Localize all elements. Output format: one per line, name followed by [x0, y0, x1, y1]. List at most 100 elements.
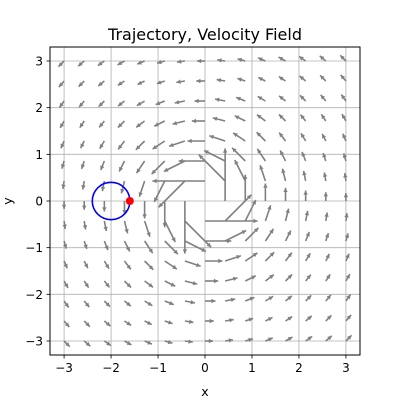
field-arrow-head	[280, 150, 285, 156]
field-arrow-head	[251, 275, 256, 280]
field-arrow-head	[340, 74, 346, 80]
field-arrow-head	[176, 59, 182, 64]
field-arrow	[83, 340, 91, 347]
field-arrow-head	[301, 133, 306, 138]
field-arrow	[99, 140, 106, 150]
field-arrow	[99, 160, 106, 171]
field-arrow-head	[236, 96, 241, 101]
field-arrow	[97, 80, 105, 87]
field-arrow	[344, 233, 350, 242]
field-arrow	[231, 147, 246, 162]
field-arrow	[205, 338, 213, 344]
field-arrow	[212, 116, 226, 122]
field-arrow	[256, 131, 266, 142]
field-arrow-head	[287, 316, 293, 321]
field-arrow-head	[63, 244, 68, 249]
field-arrow	[305, 274, 312, 282]
field-arrow	[164, 280, 176, 287]
field-arrow-head	[64, 302, 69, 308]
field-arrow	[176, 79, 186, 84]
field-arrow-head	[204, 150, 209, 155]
field-arrow	[153, 120, 166, 127]
field-arrow-head	[258, 57, 263, 62]
grid-lines	[50, 47, 360, 355]
field-arrow-head	[167, 339, 173, 345]
field-arrow-head	[217, 58, 222, 63]
field-arrow-head	[98, 102, 104, 107]
field-arrow-head	[85, 341, 91, 347]
field-arrow-head	[306, 295, 312, 300]
field-arrow-head	[104, 245, 109, 251]
field-arrow-head	[236, 254, 241, 260]
field-arrow-head	[65, 342, 70, 347]
field-arrow	[137, 80, 145, 86]
field-arrow-head	[124, 228, 129, 234]
field-arrow	[82, 201, 87, 210]
field-arrow-head	[78, 82, 84, 87]
field-arrow	[278, 75, 286, 82]
field-arrow-head	[79, 102, 84, 108]
field-arrow	[172, 120, 186, 126]
field-arrow	[345, 334, 353, 342]
field-arrow	[63, 320, 70, 328]
field-arrow-head	[148, 248, 153, 254]
field-arrow	[205, 278, 219, 284]
x-axis-label: x	[201, 384, 208, 399]
field-arrow-head	[251, 199, 256, 205]
field-arrow	[174, 100, 186, 105]
field-arrow-head	[59, 102, 64, 108]
field-arrow-head	[281, 168, 286, 174]
field-arrow-head	[278, 76, 284, 81]
field-arrow-head	[136, 168, 141, 174]
field-arrow-head	[237, 57, 243, 63]
field-arrow-head	[212, 116, 218, 122]
field-arrow-head	[147, 340, 152, 345]
field-arrow	[144, 260, 154, 271]
field-arrow-head	[126, 340, 132, 345]
field-arrow	[285, 315, 293, 322]
field-arrow	[284, 252, 293, 262]
field-arrow-head	[326, 294, 331, 300]
field-arrow	[63, 340, 71, 348]
field-arrow	[305, 335, 313, 342]
field-arrow	[144, 300, 153, 307]
field-arrow-head	[208, 338, 213, 344]
field-arrow	[77, 60, 85, 67]
field-arrow	[61, 201, 67, 209]
field-arrow-head	[307, 336, 313, 341]
field-arrow-head	[104, 264, 109, 269]
field-arrow	[257, 57, 266, 62]
field-arrow-head	[324, 233, 330, 238]
field-arrow-head	[102, 207, 107, 212]
field-arrow-head	[120, 188, 125, 194]
field-arrow-head	[169, 301, 174, 306]
field-arrow-head	[343, 193, 349, 198]
field-arrow	[342, 153, 347, 162]
field-arrow	[257, 76, 266, 82]
field-arrow-head	[78, 61, 83, 67]
field-arrow	[83, 240, 88, 250]
field-arrow-head	[84, 302, 90, 308]
field-arrow-head	[126, 321, 132, 326]
field-arrow-head	[196, 78, 201, 84]
field-arrow-shaft	[158, 180, 186, 208]
field-arrow-head	[135, 145, 141, 150]
field-arrow-head	[157, 59, 162, 65]
field-arrow-head	[118, 144, 123, 150]
field-arrow	[224, 318, 234, 323]
field-arrow	[58, 80, 65, 88]
field-arrow	[184, 220, 212, 248]
field-arrow-head	[326, 315, 332, 320]
field-arrow	[224, 297, 236, 302]
field-arrow	[182, 201, 188, 254]
field-arrow	[265, 316, 273, 322]
field-arrow	[117, 120, 126, 129]
field-arrow	[264, 295, 274, 302]
field-arrow	[83, 320, 91, 328]
field-arrow-head	[326, 274, 331, 280]
field-arrow-head	[106, 341, 111, 346]
field-arrow	[135, 160, 146, 174]
field-arrow-head	[346, 294, 351, 300]
field-arrow-head	[322, 153, 327, 158]
